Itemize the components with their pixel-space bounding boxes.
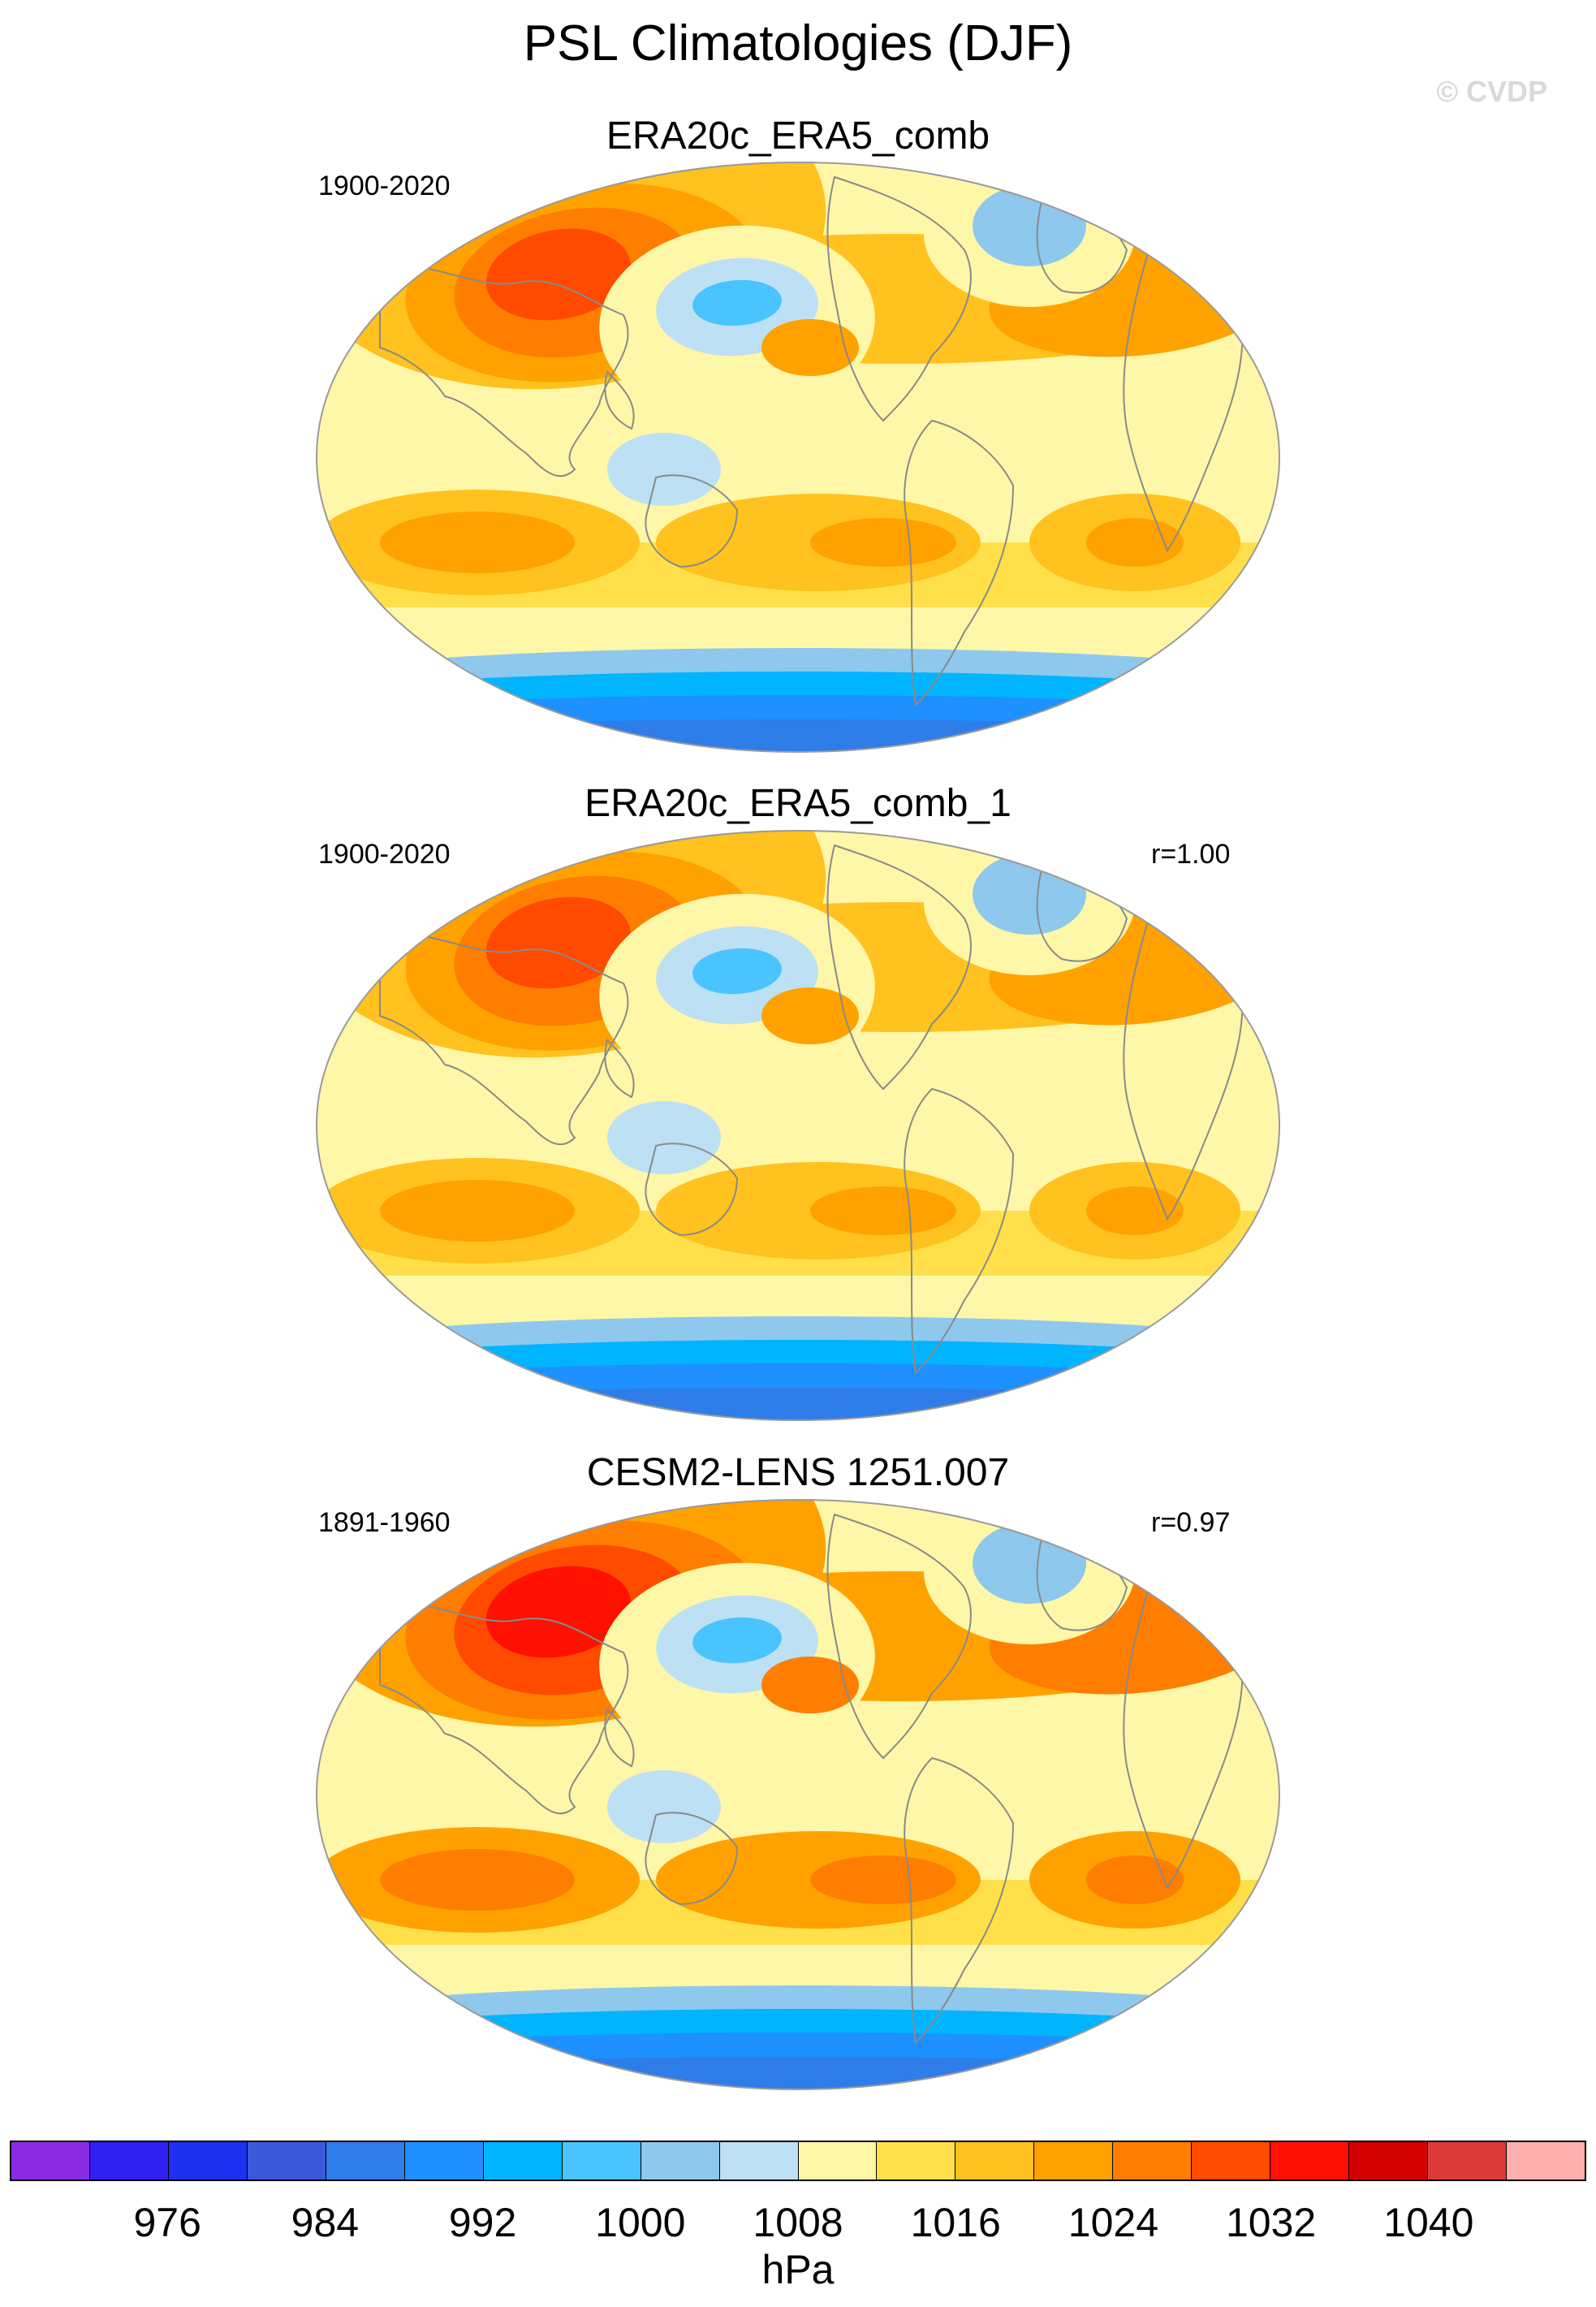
colorbar-swatch xyxy=(483,2142,563,2180)
colorbar-swatch xyxy=(877,2142,956,2180)
colorbar-swatch xyxy=(1428,2142,1508,2180)
colorbar-units: hPa xyxy=(761,2247,835,2292)
north-pacific-high-core xyxy=(761,987,859,1044)
southern-ocean-trough-4 xyxy=(317,1388,1279,1420)
colorbar-swatch xyxy=(1270,2142,1350,2180)
colorbar-swatch xyxy=(719,2142,799,2180)
panel-2-years: 1900-2020 xyxy=(318,839,451,870)
colorbar-tick-label: 976 xyxy=(133,2200,201,2245)
coastline xyxy=(645,474,739,568)
coastline xyxy=(604,1708,635,1768)
southern-ocean-trough-4 xyxy=(317,719,1279,752)
panel-1-years: 1900-2020 xyxy=(318,171,451,201)
coastline xyxy=(826,175,972,422)
colorbar-tick-label: 984 xyxy=(291,2200,360,2245)
aleutian-low-core xyxy=(692,1617,782,1664)
cvdp-watermark: © CVDP xyxy=(1436,75,1547,108)
south-indian-high-core xyxy=(380,1180,575,1242)
colorbar-swatch xyxy=(1034,2142,1114,2180)
colorbar-tick-label: 1000 xyxy=(595,2200,686,2245)
southern-ocean-trough-4 xyxy=(317,2057,1279,2089)
pressure-field xyxy=(317,1500,1279,2089)
coastline xyxy=(826,844,972,1091)
panel-2-title: ERA20c_ERA5_comb_1 xyxy=(584,782,1012,825)
coastline xyxy=(904,419,1015,707)
maritime-continent-low xyxy=(607,433,721,506)
map-border xyxy=(316,1499,1280,2090)
colorbar-tick-label: 1016 xyxy=(910,2200,1001,2245)
colorbar-swatch xyxy=(326,2142,405,2180)
south-atlantic-high-core xyxy=(1086,1186,1184,1235)
colorbar-swatch xyxy=(955,2142,1035,2180)
coastline xyxy=(904,1087,1015,1376)
panel-3-map xyxy=(316,1499,1280,2090)
colorbar-swatch xyxy=(247,2142,326,2180)
colorbar-swatch xyxy=(168,2142,248,2180)
colorbar-swatch xyxy=(1349,2142,1429,2180)
colorbar-swatch xyxy=(11,2142,90,2180)
south-atlantic-high-core xyxy=(1086,1856,1184,1904)
coastline xyxy=(379,932,629,1146)
colorbar xyxy=(10,2141,1586,2181)
colorbar-swatch xyxy=(404,2142,484,2180)
panel-1-title: ERA20c_ERA5_comb xyxy=(606,114,990,158)
colorbar-tick-label: 1024 xyxy=(1068,2200,1159,2245)
siberian-high-core xyxy=(485,228,632,321)
colorbar-swatch xyxy=(641,2142,720,2180)
icelandic-low-core xyxy=(973,185,1086,266)
siberian-high-core xyxy=(485,896,632,989)
north-pacific-high-core xyxy=(761,1657,859,1713)
siberian-high-core xyxy=(485,1566,632,1658)
panel-3-title: CESM2-LENS 1251.007 xyxy=(586,1451,1010,1494)
south-pacific-high-core xyxy=(810,518,956,567)
coastline xyxy=(645,1812,739,1906)
maritime-continent-low xyxy=(607,1770,721,1843)
coastline xyxy=(645,1143,739,1237)
colorbar-tick-label: 1008 xyxy=(753,2200,843,2245)
north-pacific-high-core xyxy=(761,319,859,376)
coastline xyxy=(379,1601,629,1815)
icelandic-low-core xyxy=(973,853,1086,935)
south-indian-high-core xyxy=(380,1849,575,1911)
colorbar-tick-label: 992 xyxy=(448,2200,517,2245)
coastline xyxy=(904,1756,1015,2045)
panel-2-map xyxy=(316,830,1280,1421)
pressure-field xyxy=(317,162,1279,752)
coastline xyxy=(379,264,629,477)
south-atlantic-high-core xyxy=(1086,518,1184,567)
coastline xyxy=(826,1513,972,1760)
colorbar-tick-label: 1040 xyxy=(1383,2200,1474,2245)
panel-3-years: 1891-1960 xyxy=(318,1507,451,1538)
colorbar-swatch xyxy=(1507,2142,1585,2180)
coastline xyxy=(604,370,635,430)
pressure-field xyxy=(317,831,1279,1420)
panel-1-map xyxy=(316,162,1280,753)
colorbar-swatch xyxy=(562,2142,641,2180)
colorbar-swatch xyxy=(798,2142,878,2180)
maritime-continent-low xyxy=(607,1101,721,1174)
south-indian-high-core xyxy=(380,512,575,573)
south-pacific-high-core xyxy=(810,1186,956,1235)
aleutian-low-core xyxy=(692,948,782,995)
colorbar-swatch xyxy=(1192,2142,1271,2180)
map-border xyxy=(316,830,1280,1421)
south-pacific-high-core xyxy=(810,1856,956,1904)
map-border xyxy=(316,162,1280,753)
colorbar-swatch xyxy=(89,2142,169,2180)
icelandic-low-core xyxy=(973,1523,1086,1604)
coastline xyxy=(604,1039,635,1099)
panel-3-correlation: r=0.97 xyxy=(1151,1507,1231,1538)
panel-2-correlation: r=1.00 xyxy=(1151,839,1231,870)
main-title: PSL Climatologies (DJF) xyxy=(523,15,1073,71)
aleutian-low-core xyxy=(692,279,782,326)
colorbar-tick-label: 1032 xyxy=(1225,2200,1317,2245)
colorbar-swatch xyxy=(1113,2142,1193,2180)
